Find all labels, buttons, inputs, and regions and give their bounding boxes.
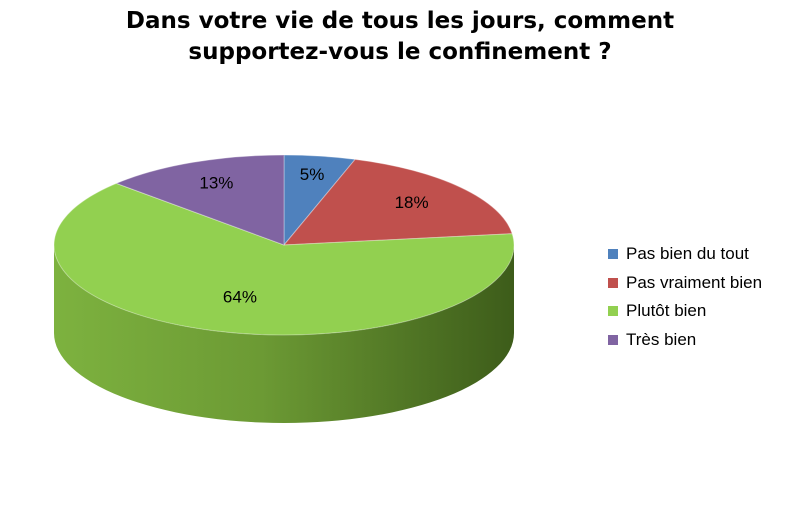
legend-label: Pas bien du tout: [626, 244, 749, 264]
pie-slice-tres-bien: [114, 154, 285, 246]
legend-label: Plutôt bien: [626, 301, 707, 321]
legend-item-plutot-bien: Plutôt bien: [608, 297, 762, 326]
chart-title: Dans votre vie de tous les jours, commen…: [0, 6, 800, 68]
legend: Pas bien du tout Pas vraiment bien Plutô…: [608, 240, 762, 354]
pie-slice-pas-vraiment-bien: [282, 158, 513, 246]
data-label-pas-vraiment-bien: 18%: [395, 193, 429, 212]
pie-side-plutot-bien: [54, 245, 514, 423]
chart-title-line-2: supportez-vous le confinement ?: [188, 39, 612, 65]
legend-swatch-tres-bien: [608, 334, 618, 345]
pie-slice-plutot-bien: [53, 182, 515, 336]
pie-slice-pas-bien-du-tout: [283, 154, 357, 247]
legend-item-tres-bien: Très bien: [608, 326, 762, 355]
legend-swatch-pas-vraiment-bien: [608, 277, 618, 288]
legend-label: Très bien: [626, 329, 697, 349]
data-label-plutot-bien: 64%: [223, 288, 257, 307]
legend-label: Pas vraiment bien: [626, 272, 763, 292]
legend-item-pas-bien-du-tout: Pas bien du tout: [608, 240, 762, 269]
legend-item-pas-vraiment-bien: Pas vraiment bien: [608, 269, 762, 298]
chart-title-line-1: Dans votre vie de tous les jours, commen…: [125, 8, 675, 34]
data-label-tres-bien: 13%: [199, 173, 233, 192]
data-label-pas-bien-du-tout: 5%: [300, 165, 325, 184]
legend-swatch-plutot-bien: [608, 306, 618, 317]
legend-swatch-pas-bien-du-tout: [608, 249, 618, 260]
